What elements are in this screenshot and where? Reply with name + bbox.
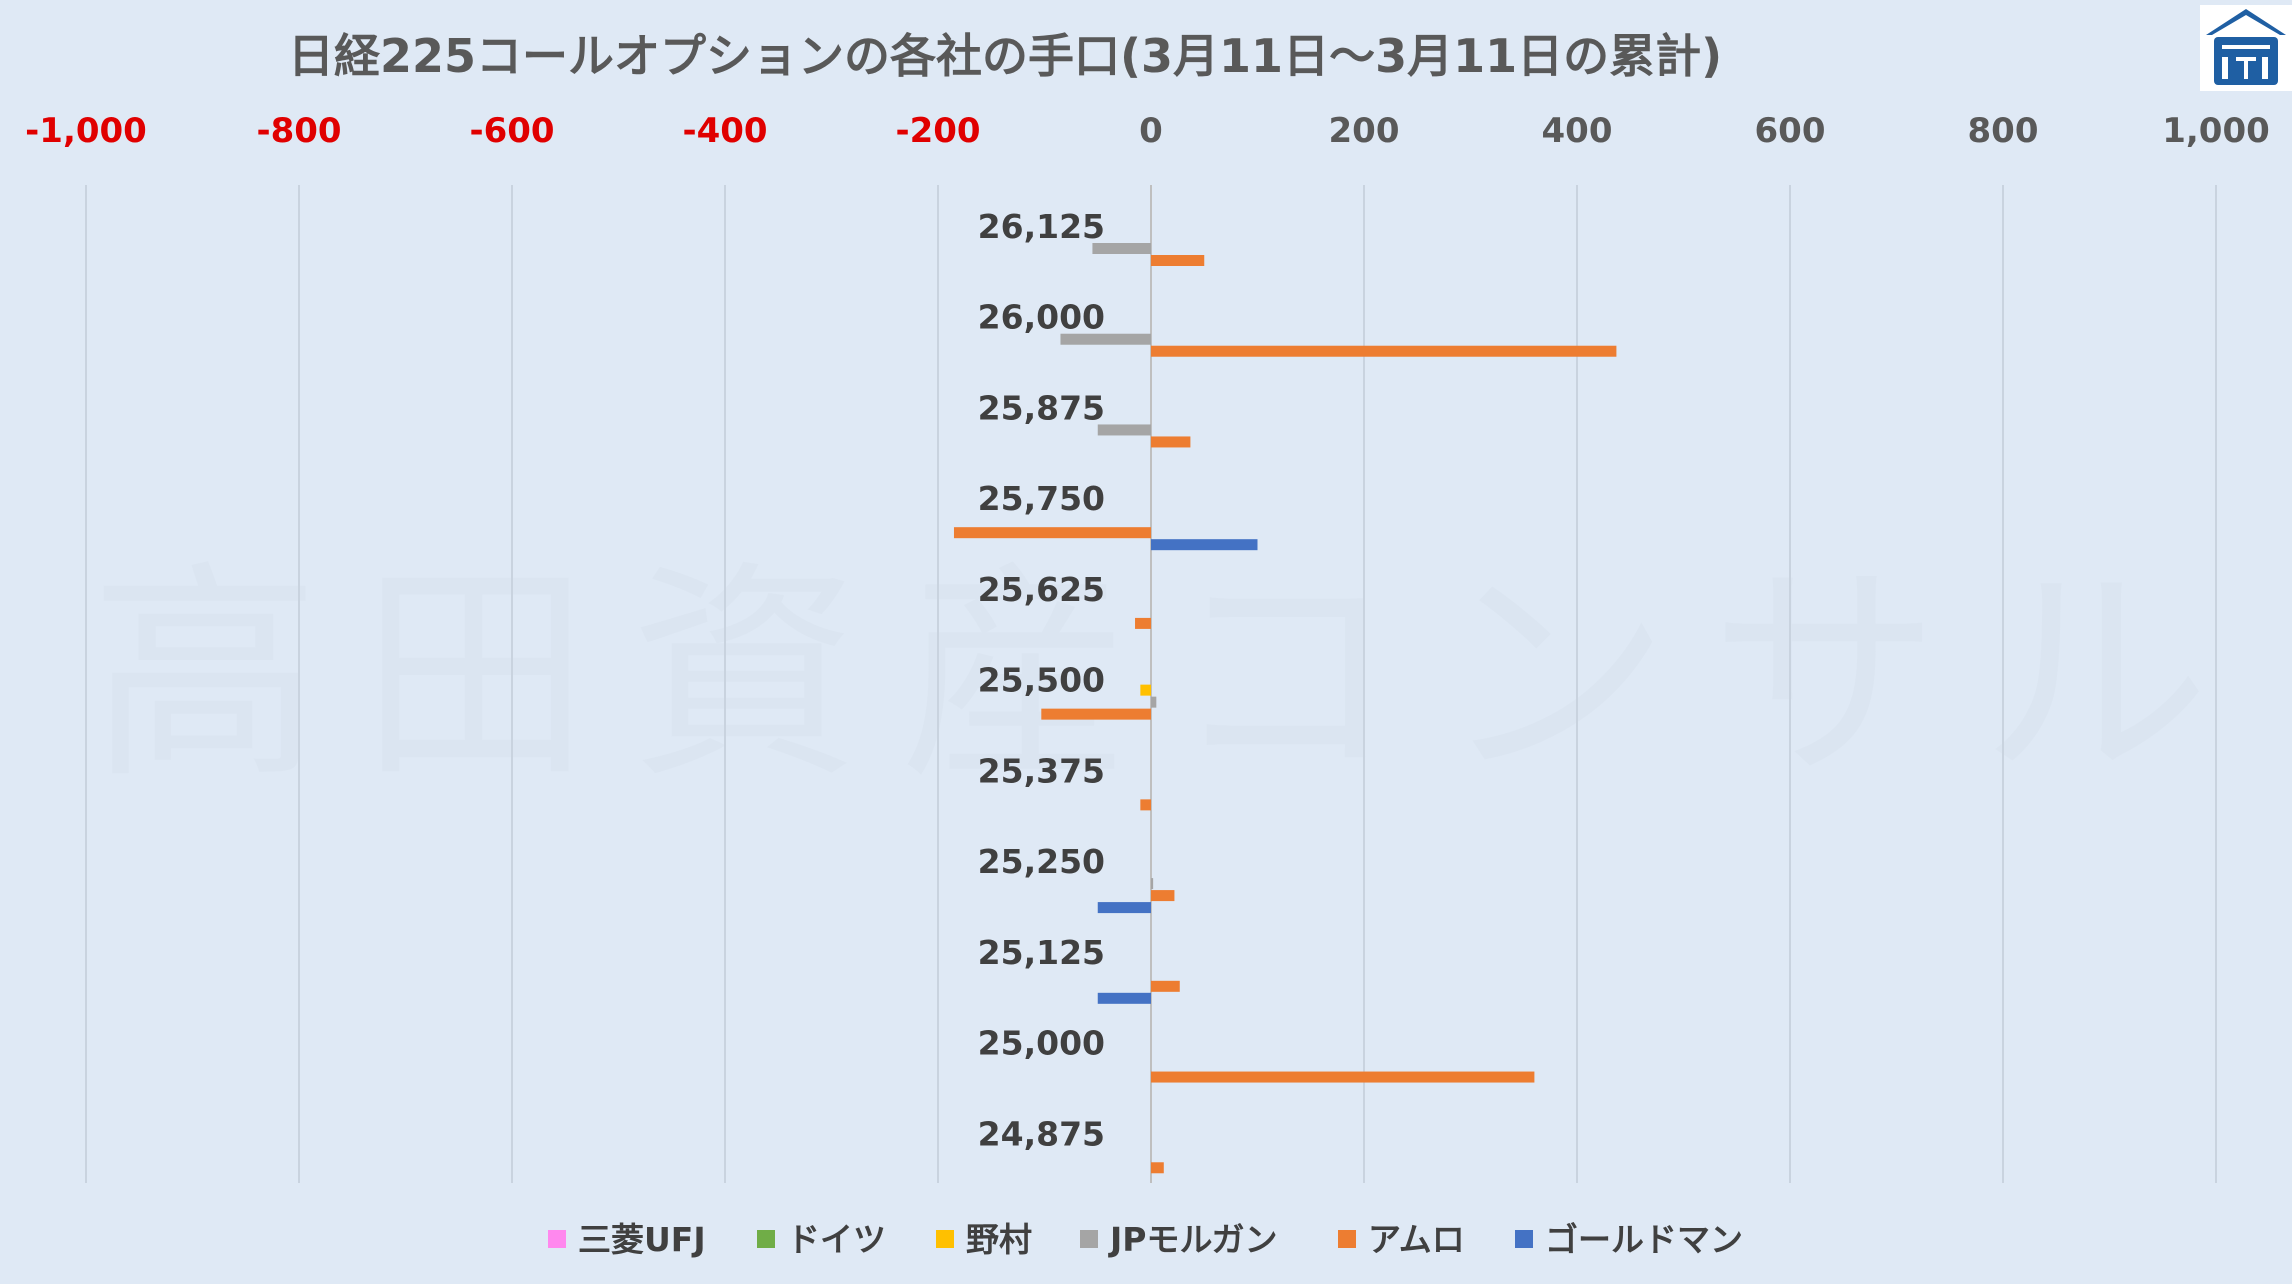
bar xyxy=(1151,890,1175,902)
logo-icon xyxy=(2200,5,2292,91)
x-tick-label: -1,000 xyxy=(25,111,147,151)
category-label: 25,375 xyxy=(978,751,1105,790)
category-label: 26,125 xyxy=(978,207,1105,246)
category-labels: 26,125 26,000 25,875 25,750 25,625 25,500 25,3… xyxy=(978,207,1105,1153)
x-tick-label: 800 xyxy=(1968,111,2039,151)
bar xyxy=(1140,799,1151,811)
bar xyxy=(1151,539,1258,551)
bar xyxy=(1097,902,1151,914)
bar xyxy=(1060,333,1151,345)
legend-label: アムロ xyxy=(1368,1220,1465,1259)
legend-label: 野村 xyxy=(966,1220,1032,1259)
category-label: 24,875 xyxy=(978,1114,1105,1153)
bar xyxy=(1092,243,1151,254)
category-label: 25,250 xyxy=(978,842,1105,881)
legend-swatch xyxy=(1080,1230,1098,1248)
x-axis-ticks: -1,000 -800 -600 -400 -200 0 200 400 600 800 1,000 xyxy=(25,111,2270,151)
x-tick-label: -400 xyxy=(682,111,767,151)
bar xyxy=(1097,992,1151,1004)
x-tick-label: 0 xyxy=(1139,111,1163,151)
category-label: 25,750 xyxy=(978,479,1105,518)
watermark: 高田資産コンサル xyxy=(90,543,2250,810)
chart-title: 日経225コールオプションの各社の手口(3月11日～3月11日の累計) xyxy=(288,29,1722,83)
bar xyxy=(1151,1071,1535,1083)
x-tick-label: -600 xyxy=(469,111,554,151)
category-label: 26,000 xyxy=(978,298,1105,337)
bar xyxy=(1151,255,1205,266)
legend-swatch xyxy=(1515,1230,1533,1248)
category-label: 25,875 xyxy=(978,388,1105,427)
legend-label: 三菱UFJ xyxy=(578,1220,706,1259)
category-label: 25,500 xyxy=(978,661,1105,700)
legend-swatch xyxy=(936,1230,954,1248)
category-label: 25,625 xyxy=(978,570,1105,609)
legend-swatch xyxy=(548,1230,566,1248)
legend-label: JPモルガン xyxy=(1108,1220,1277,1259)
bar xyxy=(953,527,1151,539)
bar xyxy=(1097,424,1151,436)
category-label: 25,000 xyxy=(978,1024,1105,1063)
category-label: 25,125 xyxy=(978,933,1105,972)
bars xyxy=(953,243,1617,1174)
bar xyxy=(1041,708,1151,720)
x-tick-label: -800 xyxy=(256,111,341,151)
x-tick-label: 600 xyxy=(1755,111,1826,151)
bar xyxy=(1151,436,1191,448)
x-tick-label: 200 xyxy=(1329,111,1400,151)
bar xyxy=(1151,878,1154,890)
legend-label: ゴールドマン xyxy=(1545,1220,1743,1259)
x-tick-label: 400 xyxy=(1542,111,1613,151)
bar xyxy=(1140,684,1151,696)
legend: 三菱UFJ ドイツ 野村 JPモルガン アムロ ゴールドマン xyxy=(548,1220,1743,1259)
x-tick-label: -200 xyxy=(895,111,980,151)
bar xyxy=(1151,1162,1164,1174)
bar xyxy=(1151,980,1180,992)
bar xyxy=(1151,696,1157,708)
bar xyxy=(1135,617,1151,629)
bar xyxy=(1151,345,1617,357)
x-tick-label: 1,000 xyxy=(2162,111,2270,151)
legend-swatch xyxy=(1338,1230,1356,1248)
legend-label: ドイツ xyxy=(787,1220,886,1259)
legend-swatch xyxy=(757,1230,775,1248)
